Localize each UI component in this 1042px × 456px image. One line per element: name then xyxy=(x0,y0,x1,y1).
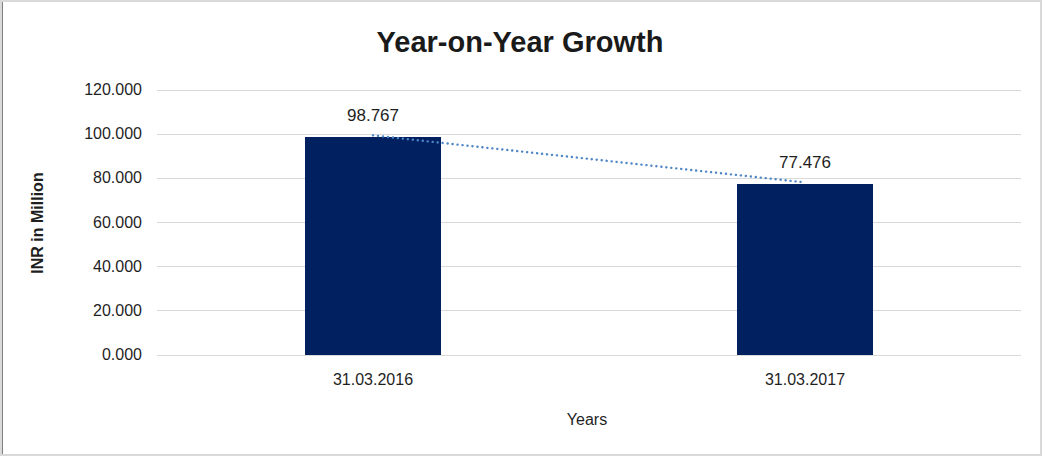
bar-31.03.2017 xyxy=(737,184,873,355)
y-axis-tick-label: 0.000 xyxy=(32,345,142,365)
bar-data-label: 77.476 xyxy=(745,153,865,173)
y-gridline xyxy=(157,266,1021,267)
y-axis-tick-label: 100.000 xyxy=(32,124,142,144)
y-gridline xyxy=(157,134,1021,135)
y-gridline xyxy=(157,90,1021,91)
x-axis-title: Years xyxy=(567,411,607,429)
x-axis-category-label: 31.03.2017 xyxy=(725,370,885,390)
y-axis-tick-label: 60.000 xyxy=(32,213,142,233)
y-axis-tick-label: 20.000 xyxy=(32,301,142,321)
chart-frame: Year-on-Year Growth INR in Million 0.000… xyxy=(0,0,1042,456)
y-axis-tick-label: 80.000 xyxy=(32,168,142,188)
bar-31.03.2016 xyxy=(305,137,441,355)
left-border-line xyxy=(2,2,3,454)
y-gridline xyxy=(157,355,1021,356)
y-gridline xyxy=(157,310,1021,311)
trendline xyxy=(2,2,1042,456)
y-axis-tick-label: 120.000 xyxy=(32,80,142,100)
x-axis-category-label: 31.03.2016 xyxy=(293,370,453,390)
y-gridline xyxy=(157,222,1021,223)
y-axis-tick-label: 40.000 xyxy=(32,257,142,277)
bar-data-label: 98.767 xyxy=(313,106,433,126)
chart-title: Year-on-Year Growth xyxy=(377,26,664,59)
y-gridline xyxy=(157,178,1021,179)
